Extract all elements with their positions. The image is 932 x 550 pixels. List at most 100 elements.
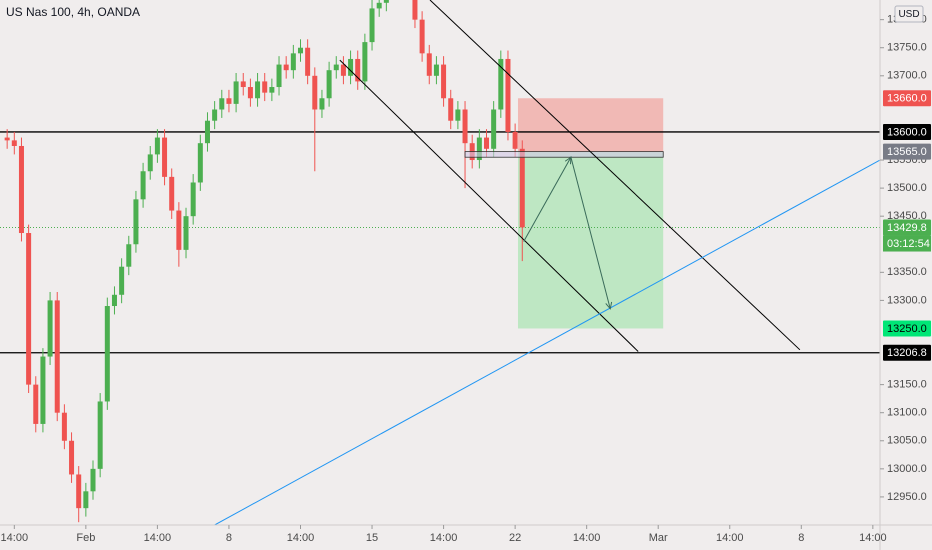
countdown-label: 03:12:54	[887, 238, 930, 250]
chart-title: US Nas 100, 4h, OANDA	[6, 5, 140, 19]
candle-body	[255, 81, 261, 99]
y-tick-label: 13000.0	[887, 463, 927, 475]
y-tick-label: 13100.0	[887, 407, 927, 419]
candle-body	[197, 143, 203, 183]
x-tick-label: 14:00	[144, 532, 172, 544]
candle-body	[312, 75, 318, 110]
candle-body	[369, 8, 375, 43]
candle-body	[126, 244, 132, 267]
candle-body	[104, 306, 110, 402]
candle-body	[376, 2, 382, 9]
price-tag-label: 13429.8	[887, 222, 927, 234]
candle-body	[212, 109, 218, 121]
candle-body	[140, 171, 146, 200]
y-tick-label: 13750.0	[887, 42, 927, 54]
price-tag-label: 13250.0	[887, 323, 927, 335]
candle-body	[76, 474, 82, 509]
x-tick-label: 15	[366, 532, 378, 544]
candle-body	[455, 109, 461, 121]
candle-body	[340, 64, 346, 76]
candle-body	[154, 137, 160, 155]
y-tick-label: 13050.0	[887, 435, 927, 447]
currency-label[interactable]: USD	[898, 9, 919, 20]
y-tick-label: 12950.0	[887, 491, 927, 503]
candle-body	[33, 384, 39, 424]
countdown-tag	[883, 235, 931, 252]
x-tick-label: 8	[226, 532, 232, 544]
candle-body	[54, 300, 60, 413]
candle-body	[348, 58, 354, 76]
candle-body	[476, 137, 482, 161]
candle-body	[491, 109, 497, 149]
candle-body	[448, 98, 454, 121]
x-tick-label: 14:00	[430, 532, 458, 544]
candle-body	[355, 58, 361, 82]
price-tag	[883, 320, 931, 337]
y-tick-label: 13700.0	[887, 70, 927, 82]
candle-body	[111, 294, 117, 307]
arrow-head	[564, 156, 572, 165]
candle-body	[276, 64, 282, 88]
x-tick-label: 14:00	[287, 532, 315, 544]
candle-body	[505, 58, 511, 132]
candle-body	[97, 401, 103, 469]
candle-body	[333, 64, 339, 71]
x-tick-label: 14:00	[1, 532, 29, 544]
candle-body	[433, 64, 439, 76]
x-tick-label: Mar	[649, 532, 668, 544]
candle-body	[498, 58, 504, 110]
x-tick-label: 14:00	[716, 532, 744, 544]
x-tick-label: 14:00	[859, 532, 887, 544]
candle-body	[162, 137, 168, 177]
price-tag	[883, 143, 931, 160]
price-tag	[883, 90, 931, 107]
candle-body	[247, 87, 253, 99]
candle-body	[519, 148, 525, 228]
x-tick-label: Feb	[76, 532, 95, 544]
candle-body	[90, 468, 96, 492]
candle-body	[26, 233, 32, 385]
candle-body	[290, 53, 296, 71]
candle-body	[326, 70, 332, 99]
candle-body	[4, 137, 10, 141]
candle-body	[383, 0, 389, 3]
candle-body	[83, 491, 89, 509]
candle-body	[262, 81, 268, 93]
candle-body	[412, 0, 418, 20]
price-tag-label: 13600.0	[887, 126, 927, 138]
candle-body	[176, 210, 182, 250]
candle-body	[169, 176, 175, 211]
price-tag-label: 13660.0	[887, 93, 927, 105]
entry-zone	[464, 151, 664, 158]
price-tag	[883, 123, 931, 140]
x-tick-label: 14:00	[573, 532, 601, 544]
trendline	[339, 59, 639, 352]
candle-body	[11, 140, 17, 146]
candle-body	[419, 19, 425, 54]
price-tag-label: 13565.0	[887, 146, 927, 158]
candle-body	[362, 42, 368, 82]
candle-body	[183, 216, 189, 250]
arrow-head	[605, 301, 613, 310]
currency-button[interactable]	[894, 5, 924, 23]
candle-body	[133, 199, 139, 245]
candle-body	[283, 64, 289, 71]
candle-body	[190, 182, 196, 217]
price-tag	[883, 219, 931, 236]
candle-body	[233, 81, 239, 104]
y-tick-label: 13450.0	[887, 210, 927, 222]
y-tick-label: 13500.0	[887, 182, 927, 194]
candle-body	[240, 81, 246, 88]
x-tick-label: 8	[798, 532, 804, 544]
candle-body	[40, 356, 46, 424]
candle-body	[484, 137, 490, 149]
y-tick-label: 13350.0	[887, 266, 927, 278]
candle-body	[462, 109, 468, 144]
trendline	[214, 159, 880, 525]
y-tick-label: 13300.0	[887, 294, 927, 306]
plot-area	[0, 0, 880, 525]
x-tick-label: 22	[509, 532, 521, 544]
candle-body	[61, 412, 67, 441]
candle-body	[305, 47, 311, 76]
